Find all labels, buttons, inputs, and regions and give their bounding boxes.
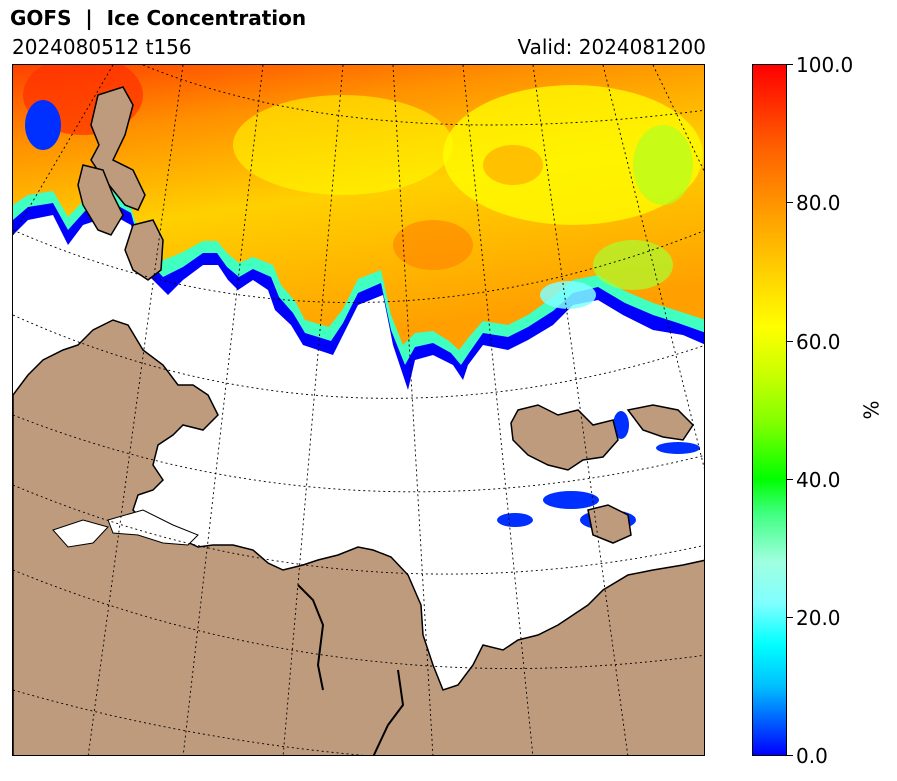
meridian-2 xyxy=(87,65,184,755)
map-title: GOFS | Ice Concentration xyxy=(10,6,307,30)
ice-patch-small-2 xyxy=(656,442,700,454)
parallel-6 xyxy=(13,569,704,669)
ice-patch-cyan xyxy=(540,281,596,309)
coastal-water xyxy=(52,509,199,548)
parallel-4 xyxy=(13,414,704,493)
colorbar-tick-60 xyxy=(787,341,793,342)
land-masses xyxy=(13,86,704,755)
land-lyakhovsky-island xyxy=(587,504,632,544)
meridian-4 xyxy=(282,65,344,755)
bay-anabar xyxy=(52,519,109,548)
colorbar-label-60: 60.0 xyxy=(796,330,841,354)
colorbar-tick-80 xyxy=(787,202,793,203)
colorbar-unit-label: % xyxy=(859,400,884,420)
ice-patch-orange-2 xyxy=(483,145,543,185)
meridian-7 xyxy=(532,65,629,755)
ice-patch-small-3 xyxy=(543,491,599,509)
map-panel xyxy=(12,64,705,756)
colorbar-label-80: 80.0 xyxy=(796,191,841,215)
land-new-siberian-small xyxy=(626,404,694,441)
river-kolyma xyxy=(372,669,405,755)
ice-patch-small-4 xyxy=(497,513,533,527)
ice-patch-yellow-1 xyxy=(443,85,703,225)
ice-patch-green-2 xyxy=(593,240,673,290)
ice-patch-small-6 xyxy=(25,100,61,150)
ice-patch-green-1 xyxy=(633,125,693,205)
colorbar-tick-20 xyxy=(787,617,793,618)
sea-ice-field xyxy=(13,65,704,390)
colorbar-label-20: 20.0 xyxy=(796,606,841,630)
colorbar xyxy=(752,64,787,756)
valid-time-label: Valid: 2024081200 xyxy=(517,35,706,59)
bay-khatanga xyxy=(107,509,199,546)
parallel-1 xyxy=(142,65,704,126)
graticule xyxy=(13,65,704,755)
land-siberian-mainland xyxy=(13,319,704,755)
rivers xyxy=(297,584,405,755)
ice-patch-yellow-2 xyxy=(233,95,453,195)
colorbar-tick-40 xyxy=(787,479,793,480)
colorbar-label-40: 40.0 xyxy=(796,468,841,492)
ice-patch-orange-1 xyxy=(393,220,473,270)
land-taymyr-island xyxy=(77,164,124,236)
meridian-9 xyxy=(652,65,704,172)
land-new-siberian-islands xyxy=(510,404,619,471)
ice-patch-small-1 xyxy=(613,411,629,439)
colorbar-label-100: 100.0 xyxy=(796,53,854,77)
colorbar-label-0: 0.0 xyxy=(796,744,828,768)
meridian-6 xyxy=(462,65,534,755)
run-time-label: 2024080512 t156 xyxy=(12,35,192,59)
colorbar-tick-0 xyxy=(787,755,793,756)
meridian-5 xyxy=(392,65,434,755)
meridian-3 xyxy=(182,65,264,755)
colorbar-tick-100 xyxy=(787,64,793,65)
meridian-8 xyxy=(602,65,704,469)
parallel-3 xyxy=(13,314,704,399)
river-lena xyxy=(297,584,325,691)
parallel-5 xyxy=(13,484,704,575)
parallel-2 xyxy=(13,229,704,303)
